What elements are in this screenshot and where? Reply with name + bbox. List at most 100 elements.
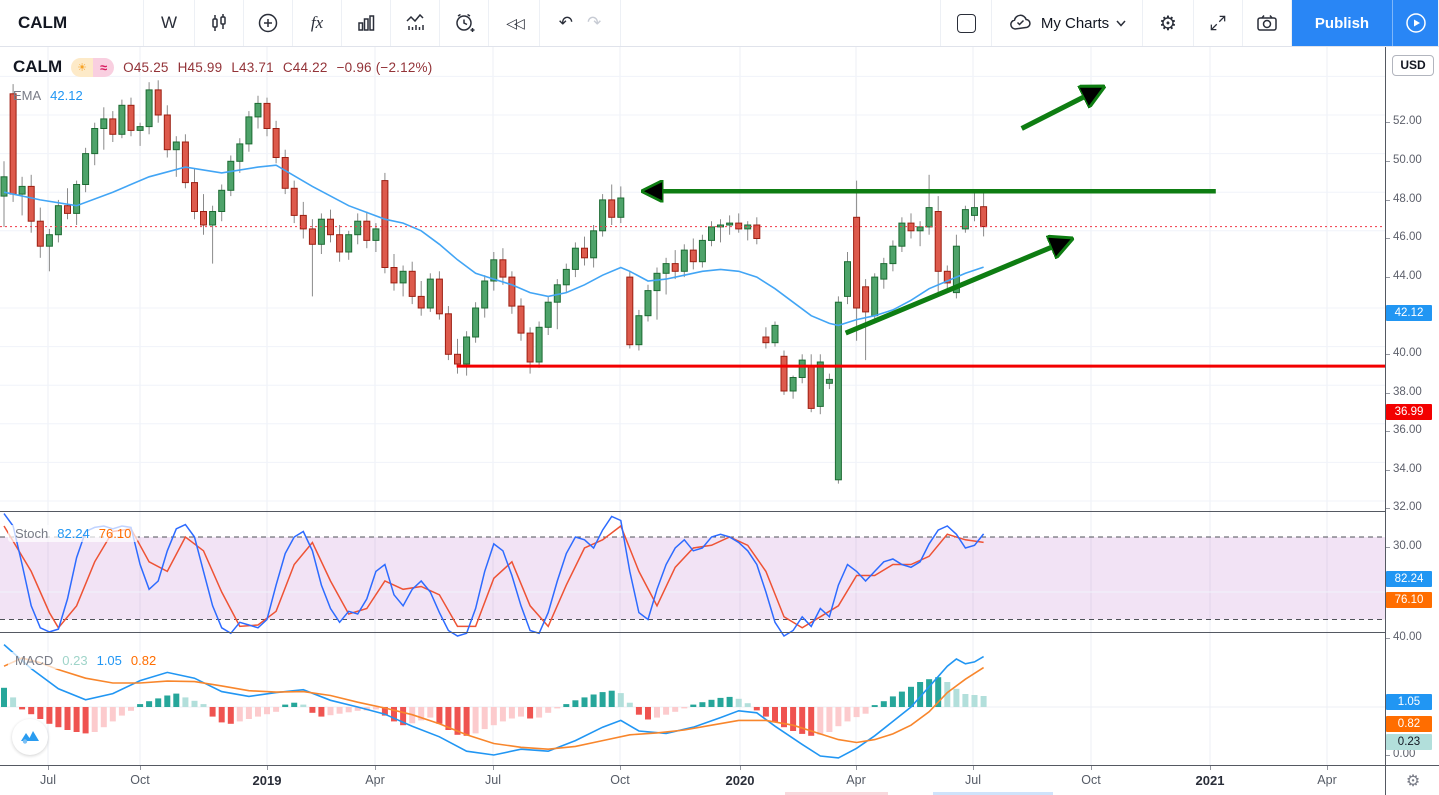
macd-histogram-bar [327, 707, 334, 716]
stoch-legend[interactable]: Stoch 82.24 76.10 [8, 525, 139, 542]
macd-histogram-bar [354, 707, 361, 711]
fullscreen-button[interactable] [1194, 0, 1243, 46]
fundamentals-button[interactable] [342, 0, 391, 46]
macd-histogram-bar [236, 707, 243, 722]
macd-histogram-bar [844, 707, 851, 722]
macd-histogram-bar [100, 707, 107, 728]
candle [508, 276, 516, 307]
candle [390, 267, 398, 284]
macd-histogram-bar [817, 707, 824, 735]
candle [698, 239, 706, 263]
macd-histogram-bar [73, 707, 80, 732]
compare-add-button[interactable] [244, 0, 293, 46]
candle [526, 332, 534, 363]
macd-histogram-bar [318, 707, 325, 717]
macd-histogram-bar [599, 692, 606, 707]
macd-histogram-bar [291, 702, 298, 707]
indicators-button[interactable]: fx [293, 0, 342, 46]
price-axis-tick: 40.00 [1386, 347, 1422, 359]
price-axis[interactable]: USD 52.00 50.00 48.00 46.00 44.00 40.00 38.00 3… [1385, 46, 1439, 765]
time-axis-label: Apr [365, 773, 385, 787]
support-price-badge: 36.99 [1386, 404, 1432, 420]
candle [662, 263, 670, 274]
macd-hist-badge: 0.23 [1386, 734, 1432, 750]
macd-histogram-bar [581, 697, 588, 707]
macd-histogram-bar [137, 704, 144, 707]
candle [653, 272, 661, 292]
macd-hist-value: 0.23 [62, 653, 88, 668]
change-value: −0.96 (−2.12%) [336, 59, 433, 75]
tradingview-watermark[interactable] [12, 719, 48, 755]
macd-histogram-bar [255, 707, 261, 717]
interval-button[interactable]: W [144, 0, 195, 46]
macd-histogram-bar [853, 707, 860, 718]
macd-legend[interactable]: MACD 0.23 1.05 0.82 [8, 652, 164, 669]
candle [644, 290, 652, 317]
candle [100, 118, 108, 130]
snapshot-button[interactable] [1243, 0, 1292, 46]
macd-histogram-bar [536, 707, 543, 718]
macd-histogram-bar [209, 707, 216, 717]
ema-line [3, 164, 984, 327]
axis-settings-corner[interactable]: ⚙ [1385, 765, 1439, 795]
time-axis-tick [493, 766, 494, 770]
macd-histogram-bar [381, 707, 388, 716]
candle [363, 220, 371, 241]
toolbar-right-group: My Charts ⚙ Publish [940, 0, 1439, 46]
time-axis-label: Jul [40, 773, 56, 787]
candle [435, 278, 443, 315]
candle [726, 222, 734, 226]
ema-value: 42.12 [50, 88, 83, 103]
macd-signal-value: 0.82 [130, 653, 157, 668]
macd-histogram-bar [545, 707, 552, 713]
my-charts-menu[interactable]: My Charts [992, 0, 1143, 46]
stoch-d-value: 76.10 [98, 526, 132, 541]
replay-button[interactable]: ◁◁ [489, 0, 540, 46]
chart-style-button[interactable] [195, 0, 244, 46]
macd-histogram-bar [699, 702, 706, 707]
macd-histogram-bar [663, 707, 670, 715]
symbol-search-button[interactable]: CALM [0, 0, 144, 46]
macd-histogram-bar [935, 677, 942, 707]
symbol-legend[interactable]: CALM ☀ ≈ O45.25 H45.99 L43.71 C44.22 −0.… [13, 57, 432, 77]
candle [45, 234, 53, 247]
gear-icon: ⚙ [1159, 12, 1177, 35]
currency-badge: USD [1392, 55, 1434, 76]
candle [73, 184, 81, 214]
alert-button[interactable] [440, 0, 489, 46]
candle [671, 263, 679, 272]
macd-histogram-bar [880, 701, 887, 707]
undo-icon[interactable]: ↶ [558, 13, 573, 32]
candle [925, 207, 933, 228]
candle [345, 234, 353, 253]
ema-legend[interactable]: EMA 42.12 [13, 88, 83, 103]
macd-histogram-bar [681, 707, 688, 709]
macd-histogram-bar [64, 707, 71, 730]
publish-idea-menu-button[interactable] [1392, 0, 1439, 46]
chart-settings-button[interactable]: ⚙ [1143, 0, 1194, 46]
price-axis-tick: 44.00 [1386, 269, 1422, 282]
macd-signal-badge: 0.82 [1386, 716, 1432, 732]
candle [245, 116, 253, 145]
rewind-icon: ◁◁ [506, 14, 524, 31]
trend-arrow-drawing[interactable] [1020, 89, 1100, 131]
templates-button[interactable] [391, 0, 440, 46]
macd-histogram-bar [889, 696, 896, 707]
macd-histogram-bar [245, 707, 252, 719]
candle [317, 218, 325, 245]
time-axis-tick [1210, 766, 1211, 770]
chart-canvas[interactable] [0, 46, 1385, 765]
candle [18, 185, 26, 195]
macd-histogram-bar [273, 707, 280, 712]
candle [844, 261, 851, 297]
trend-arrow-drawing[interactable] [844, 240, 1068, 336]
candle [562, 268, 570, 286]
publish-button[interactable]: Publish [1292, 0, 1392, 46]
macd-histogram-bar [82, 707, 89, 734]
tradingview-logo-icon [21, 731, 39, 744]
candle [807, 365, 815, 409]
time-axis[interactable]: Jul Oct 2019 Apr Jul Oct 2020 Apr Jul Oct 2021 Apr [0, 765, 1385, 795]
macd-histogram-bar [173, 693, 180, 707]
layout-button[interactable] [941, 0, 992, 46]
macd-histogram-bar [55, 707, 62, 728]
